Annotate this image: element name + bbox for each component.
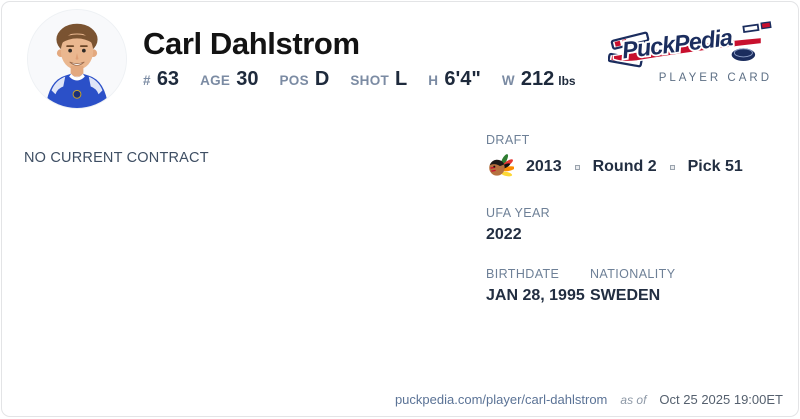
draft-label: DRAFT — [486, 133, 530, 147]
player-stats-row: # 63 AGE 30 POS D SHOT L H 6'4" W 212 — [143, 68, 576, 91]
birthdate-value: JAN 28, 1995 — [486, 287, 585, 304]
nationality-value: SWEDEN — [590, 287, 661, 304]
brand-block: PuckPedia PLAYER CARD — [608, 14, 774, 84]
player-page-link[interactable]: puckpedia.com/player/carl-dahlstrom — [394, 392, 608, 407]
birthdate-label: BIRTHDATE — [486, 267, 560, 281]
stat-shot-value: L — [395, 68, 408, 91]
nationality-section: NATIONALITY SWEDEN — [590, 267, 675, 305]
draft-pick: Pick 51 — [687, 158, 743, 175]
draft-section: DRAFT — [486, 133, 786, 182]
player-details-column: DRAFT — [486, 133, 786, 305]
player-photo-illustration — [28, 10, 126, 108]
stat-height-value: 6'4" — [444, 68, 481, 91]
birthdate-section: BIRTHDATE JAN 28, 1995 — [486, 267, 590, 305]
stat-number: # 63 — [143, 68, 179, 91]
contract-status-text: NO CURRENT CONTRACT — [24, 150, 209, 166]
footer: puckpedia.com/player/carl-dahlstrom as o… — [395, 392, 783, 407]
header-text-block: Carl Dahlstrom # 63 AGE 30 POS D SHOT L … — [143, 26, 576, 91]
stat-number-label: # — [143, 73, 151, 89]
stat-number-value: 63 — [156, 68, 180, 91]
as-of-label: as of — [620, 393, 647, 407]
stat-age-value: 30 — [236, 68, 259, 91]
avatar — [27, 9, 127, 109]
ufa-year-label: UFA YEAR — [486, 206, 551, 220]
square-separator-icon — [669, 164, 675, 170]
stat-age-label: AGE — [200, 73, 231, 89]
stat-weight-label: W — [501, 73, 515, 89]
stat-height: H 6'4" — [428, 68, 481, 91]
stat-position: POS D — [279, 68, 329, 91]
ufa-year-section: UFA YEAR 2022 — [486, 206, 786, 244]
puckpedia-wordmark: PuckPedia — [621, 24, 735, 63]
stat-age: AGE 30 — [200, 68, 258, 91]
stat-shot: SHOT L — [350, 68, 407, 91]
stat-height-label: H — [428, 73, 439, 89]
page-title: Carl Dahlstrom — [143, 26, 360, 61]
ufa-year-value: 2022 — [486, 226, 522, 243]
birthdate-nationality-row: BIRTHDATE JAN 28, 1995 NATIONALITY SWEDE… — [486, 267, 786, 305]
draft-round: Round 2 — [592, 158, 657, 175]
stat-shot-label: SHOT — [350, 73, 390, 89]
stat-weight: W 212 lbs — [502, 68, 576, 91]
blackhawks-logo-icon — [489, 154, 514, 177]
draft-year: 2013 — [526, 158, 562, 175]
snapshot-timestamp: Oct 25 2025 19:00ET — [659, 392, 783, 407]
square-separator-icon — [574, 164, 580, 170]
stat-weight-unit: lbs — [558, 74, 576, 89]
stat-position-value: D — [314, 68, 330, 91]
draft-row: 2013 Round 2 Pick 51 — [486, 152, 786, 182]
puckpedia-logo-icon: PuckPedia — [608, 21, 772, 68]
stat-position-label: POS — [279, 73, 309, 89]
stat-weight-value: 212 — [520, 68, 555, 91]
nationality-label: NATIONALITY — [590, 267, 676, 281]
player-card-subtitle: PLAYER CARD — [658, 72, 772, 84]
